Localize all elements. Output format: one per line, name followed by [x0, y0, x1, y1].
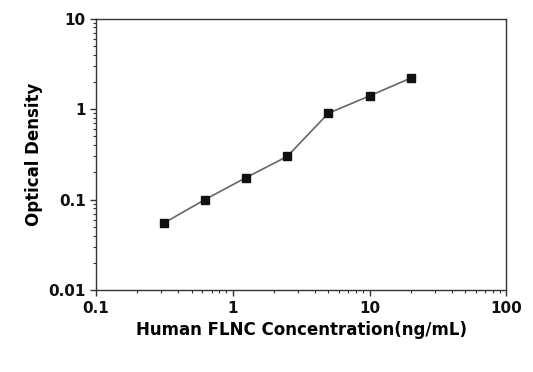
Y-axis label: Optical Density: Optical Density — [25, 83, 43, 226]
X-axis label: Human FLNC Concentration(ng/mL): Human FLNC Concentration(ng/mL) — [135, 321, 467, 339]
